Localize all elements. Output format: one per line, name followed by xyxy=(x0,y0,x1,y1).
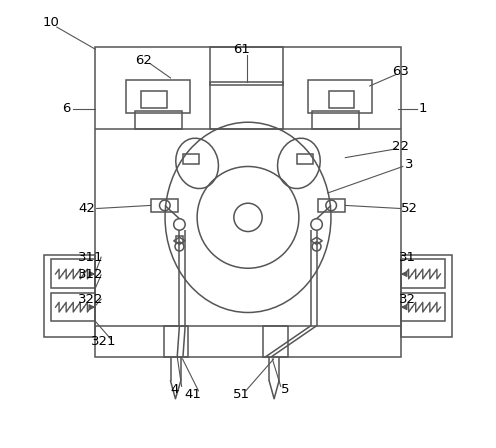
Bar xyxy=(141,91,167,108)
Text: 31: 31 xyxy=(399,251,416,264)
Bar xyxy=(328,91,354,108)
Bar xyxy=(135,111,182,129)
Text: 312: 312 xyxy=(78,268,104,281)
Bar xyxy=(45,255,95,337)
Bar xyxy=(51,259,95,288)
Text: 1: 1 xyxy=(419,103,427,116)
Text: 32: 32 xyxy=(399,293,416,306)
Text: 61: 61 xyxy=(233,43,250,56)
Text: 4: 4 xyxy=(171,383,179,396)
Bar xyxy=(401,293,445,321)
Text: 22: 22 xyxy=(392,140,409,153)
Text: 41: 41 xyxy=(184,388,201,401)
Text: 6: 6 xyxy=(62,103,71,116)
Text: 3: 3 xyxy=(405,158,414,171)
Text: 311: 311 xyxy=(78,251,104,264)
Bar xyxy=(183,154,199,164)
Text: 62: 62 xyxy=(135,54,152,67)
Text: 42: 42 xyxy=(78,202,95,215)
Bar xyxy=(51,293,95,321)
Bar xyxy=(297,154,313,164)
Text: 63: 63 xyxy=(392,65,409,78)
Bar xyxy=(312,111,359,129)
Text: 321: 321 xyxy=(91,335,117,348)
Bar xyxy=(126,80,190,113)
Text: 51: 51 xyxy=(233,388,250,401)
Bar xyxy=(95,47,401,357)
Bar xyxy=(263,326,288,357)
Text: 10: 10 xyxy=(43,16,60,29)
Bar xyxy=(308,80,372,113)
Text: 5: 5 xyxy=(281,383,290,396)
Bar xyxy=(210,82,283,129)
Text: 322: 322 xyxy=(78,293,104,306)
Bar xyxy=(210,47,283,85)
Bar xyxy=(164,326,188,357)
Bar xyxy=(401,259,445,288)
Bar xyxy=(318,199,345,212)
Bar xyxy=(401,255,451,337)
Text: 52: 52 xyxy=(401,202,418,215)
Bar xyxy=(151,199,178,212)
